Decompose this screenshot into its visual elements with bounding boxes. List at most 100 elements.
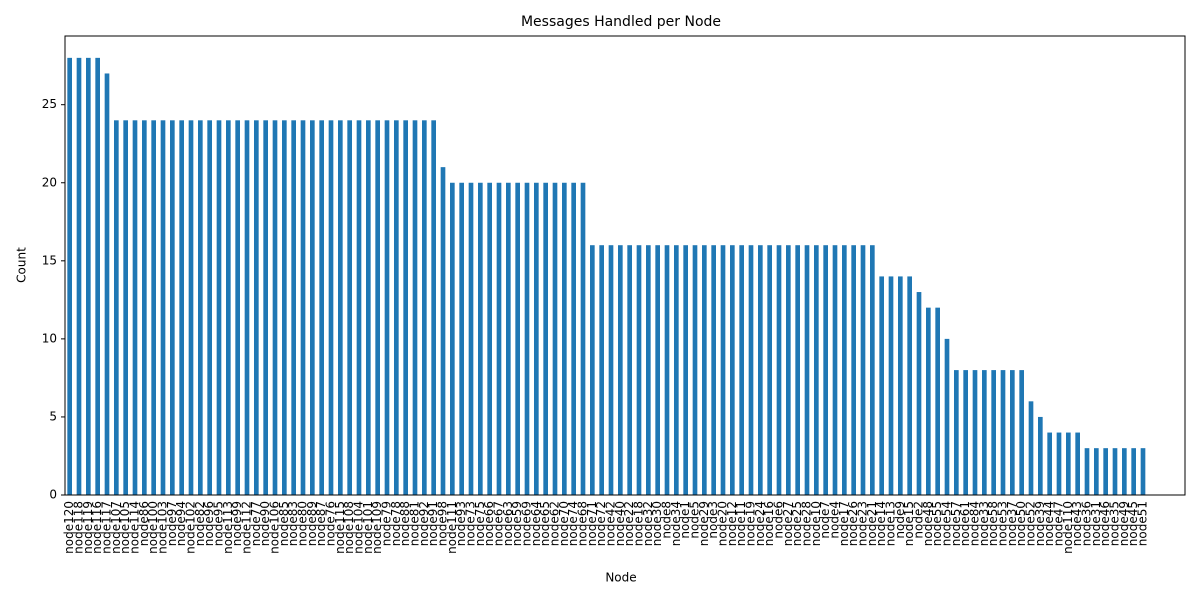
x-tick-label: node85 bbox=[277, 501, 291, 546]
bar bbox=[646, 245, 651, 495]
bar bbox=[1094, 448, 1099, 495]
x-tick-label: node80 bbox=[296, 501, 310, 546]
x-tick-label: node100 bbox=[146, 501, 160, 554]
bar bbox=[394, 120, 399, 495]
x-tick-label: node69 bbox=[520, 501, 534, 546]
x-tick-label: node4 bbox=[828, 501, 842, 539]
x-tick-label: node89 bbox=[305, 501, 319, 546]
bar bbox=[422, 120, 427, 495]
bar bbox=[1075, 432, 1080, 495]
x-tick-label: node54 bbox=[940, 501, 954, 546]
bar bbox=[795, 245, 800, 495]
bar bbox=[552, 182, 558, 495]
x-tick-label: node30 bbox=[650, 501, 664, 546]
x-tick-label: node75 bbox=[473, 501, 487, 546]
bar bbox=[926, 307, 931, 495]
x-tick-label: node48 bbox=[921, 501, 935, 546]
x-tick-label: node102 bbox=[184, 501, 198, 554]
bar bbox=[366, 120, 371, 495]
x-tick-label: node115 bbox=[333, 501, 347, 554]
x-axis-label: Node bbox=[605, 571, 636, 585]
x-tick-label: node5 bbox=[688, 501, 702, 539]
x-tick-label: node43 bbox=[1070, 501, 1084, 546]
x-tick-label: node119 bbox=[81, 501, 95, 554]
x-tick-label: node36 bbox=[1080, 501, 1094, 546]
x-tick-label: node3 bbox=[706, 501, 720, 539]
bar bbox=[804, 245, 810, 495]
bar bbox=[300, 120, 306, 495]
x-tick-label: node32 bbox=[641, 501, 655, 546]
x-tick-label: node96 bbox=[202, 501, 216, 546]
x-tick-label: node63 bbox=[501, 501, 515, 546]
x-tick-label: node53 bbox=[996, 501, 1010, 546]
x-tick-label: node90 bbox=[258, 501, 272, 546]
bar bbox=[870, 245, 875, 495]
bar bbox=[1010, 370, 1015, 495]
bar bbox=[151, 120, 156, 495]
x-tick-label: node1 bbox=[678, 501, 692, 539]
bar bbox=[664, 245, 670, 495]
bar bbox=[832, 245, 838, 495]
bar bbox=[1000, 370, 1006, 495]
x-tick-label: node50 bbox=[1014, 501, 1028, 546]
bar bbox=[142, 120, 147, 495]
x-tick-label: node12 bbox=[725, 501, 739, 546]
bar bbox=[179, 120, 184, 495]
bar bbox=[1019, 370, 1024, 495]
x-tick-label: node97 bbox=[165, 501, 179, 546]
x-tick-label: node57 bbox=[949, 501, 963, 546]
x-tick-label: node71 bbox=[585, 501, 599, 546]
x-tick-label: node8 bbox=[660, 501, 674, 539]
bar bbox=[879, 276, 884, 495]
x-tick-label: node98 bbox=[436, 501, 450, 546]
bar bbox=[683, 245, 688, 495]
x-tick-label: node17 bbox=[837, 501, 851, 546]
x-tick-label: node21 bbox=[865, 501, 879, 546]
x-tick-label: node107 bbox=[109, 501, 123, 554]
bar bbox=[571, 182, 576, 495]
x-tick-label: node6 bbox=[772, 501, 786, 539]
x-tick-label: node81 bbox=[408, 501, 422, 546]
x-tick-label: node93 bbox=[454, 501, 468, 546]
bar bbox=[356, 120, 362, 495]
bar bbox=[412, 120, 418, 495]
bar bbox=[898, 276, 903, 495]
bar bbox=[86, 57, 91, 495]
x-tick-label: node77 bbox=[249, 501, 263, 546]
x-tick-label: node35 bbox=[1108, 501, 1122, 546]
bar bbox=[1103, 448, 1108, 495]
bar bbox=[198, 120, 203, 495]
x-tick-label: node9 bbox=[893, 501, 907, 539]
bar bbox=[524, 182, 530, 495]
bar bbox=[618, 245, 623, 495]
bar bbox=[347, 120, 352, 495]
x-tick-label: node28 bbox=[800, 501, 814, 546]
x-tick-label: node42 bbox=[604, 501, 618, 546]
x-tick-label: node2 bbox=[912, 501, 926, 539]
x-tick-label: node26 bbox=[846, 501, 860, 546]
bar bbox=[487, 182, 492, 495]
x-tick-label: node117 bbox=[100, 501, 114, 554]
x-tick-label: node62 bbox=[548, 501, 562, 546]
x-tick-label: node83 bbox=[286, 501, 300, 546]
x-tick-label: node10 bbox=[809, 501, 823, 546]
x-tick-label: node82 bbox=[193, 501, 207, 546]
x-tick-label: node46 bbox=[1098, 501, 1112, 546]
x-tick-label: node23 bbox=[856, 501, 870, 546]
bar bbox=[655, 245, 660, 495]
bar bbox=[954, 370, 959, 495]
x-tick-label: node91 bbox=[426, 501, 440, 546]
bar bbox=[916, 292, 922, 495]
x-tick-label: node105 bbox=[118, 501, 132, 554]
x-tick-label: node33 bbox=[977, 501, 991, 546]
x-tick-label: node114 bbox=[128, 501, 142, 554]
x-tick-label: node103 bbox=[156, 501, 170, 554]
x-tick-label: node51 bbox=[1136, 501, 1150, 546]
x-tick-label: node101 bbox=[361, 501, 375, 554]
bar bbox=[515, 182, 520, 495]
bar bbox=[982, 370, 987, 495]
x-tick-label: node15 bbox=[902, 501, 916, 546]
bar bbox=[972, 370, 978, 495]
x-tick-label: node20 bbox=[716, 501, 730, 546]
bar bbox=[160, 120, 166, 495]
